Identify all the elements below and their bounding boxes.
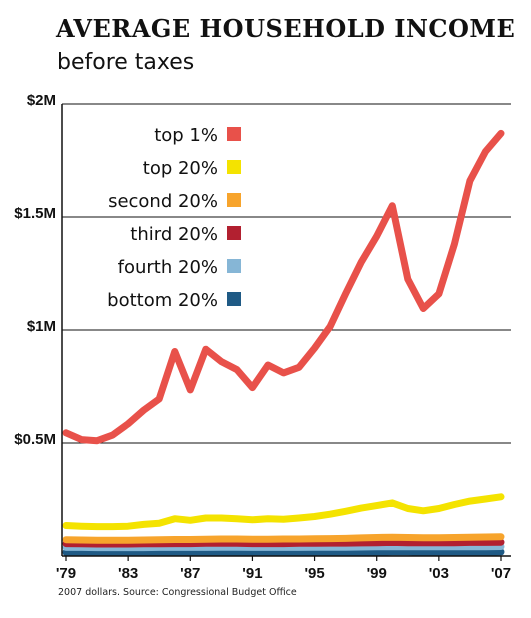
y-tick-labels: $0.5M $1M $1.5M $2M	[14, 92, 56, 448]
x-tick-label: '91	[242, 565, 262, 582]
series-lines	[62, 129, 505, 557]
chart-subtitle: before taxes	[57, 50, 195, 75]
legend-label-second-20: second 20%	[108, 191, 218, 212]
series-line-top-1	[62, 129, 505, 445]
y-tick-label: $1.5M	[14, 205, 56, 222]
x-tick-label: '95	[304, 565, 324, 582]
x-tick-labels: '79 '83 '87 '91 '95 '99 '03 '07	[56, 565, 511, 582]
x-tick-label: '99	[367, 565, 387, 582]
x-tick-label: '83	[118, 565, 138, 582]
legend-swatch-top-1	[227, 127, 241, 141]
axes	[61, 104, 511, 561]
series-line-bottom-20	[62, 548, 505, 557]
series-line-second-20	[62, 533, 505, 544]
legend-swatch-third-20	[227, 226, 241, 240]
x-tick-label: '07	[491, 565, 511, 582]
legend-swatch-top-20	[227, 160, 241, 174]
legend-swatch-fourth-20	[227, 259, 241, 273]
gridlines	[62, 103, 511, 444]
x-tick-label: '87	[180, 565, 200, 582]
legend-label-top-20: top 20%	[143, 158, 218, 179]
y-tick-label: $2M	[27, 92, 56, 109]
chart-title: AVERAGE HOUSEHOLD INCOME	[56, 14, 516, 43]
series-line-fourth-20	[62, 543, 505, 552]
x-tick-label: '03	[429, 565, 449, 582]
legend-label-top-1: top 1%	[154, 125, 218, 146]
x-tick-label: '79	[56, 565, 76, 582]
y-tick-label: $0.5M	[14, 431, 56, 448]
series-line-top-20	[62, 493, 505, 531]
legend-swatch-second-20	[227, 193, 241, 207]
source-note: 2007 dollars. Source: Congressional Budg…	[58, 587, 297, 598]
legend-label-bottom-20: bottom 20%	[107, 290, 218, 311]
legend-label-third-20: third 20%	[130, 224, 218, 245]
y-tick-label: $1M	[27, 318, 56, 335]
legend: top 1% top 20% second 20% third 20% fourth 2…	[107, 125, 241, 311]
legend-swatch-bottom-20	[227, 292, 241, 306]
legend-label-fourth-20: fourth 20%	[118, 257, 218, 278]
series-line-third-20	[62, 538, 505, 548]
